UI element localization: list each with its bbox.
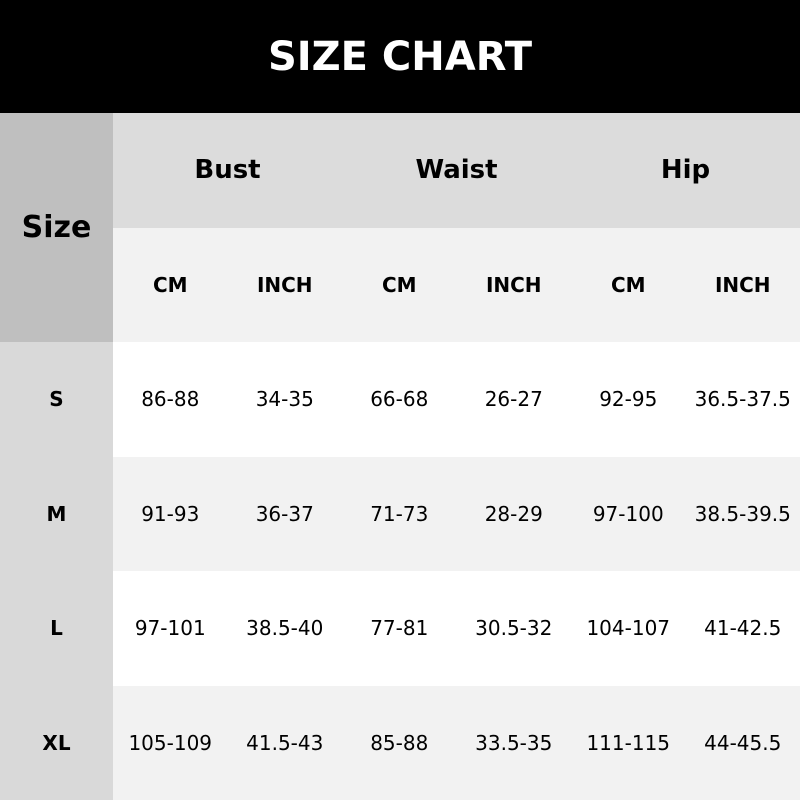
table-cell: 111-115 xyxy=(571,685,686,800)
unit-header: INCH xyxy=(227,227,342,342)
table-cell: 92-95 xyxy=(571,342,686,457)
table-cell: 34-35 xyxy=(227,342,342,457)
table-cell: 44-45.5 xyxy=(685,685,800,800)
table-cell: 28-29 xyxy=(456,456,571,571)
size-label: XL xyxy=(0,685,113,800)
group-header-hip: Hip xyxy=(571,113,800,228)
table-cell: 97-101 xyxy=(113,571,228,686)
size-label: S xyxy=(0,342,113,457)
unit-header: CM xyxy=(342,227,457,342)
table-cell: 105-109 xyxy=(113,685,228,800)
table-cell: 36-37 xyxy=(227,456,342,571)
table-cell: 86-88 xyxy=(113,342,228,457)
size-label: L xyxy=(0,571,113,686)
table-cell: 77-81 xyxy=(342,571,457,686)
table-cell: 30.5-32 xyxy=(456,571,571,686)
table-cell: 41-42.5 xyxy=(685,571,800,686)
table-row: M 91-93 36-37 71-73 28-29 97-100 38.5-39.5 xyxy=(0,456,800,571)
table-row: XL 105-109 41.5-43 85-88 33.5-35 111-115 44-45… xyxy=(0,685,800,800)
group-header-waist: Waist xyxy=(342,113,571,228)
table-cell: 38.5-40 xyxy=(227,571,342,686)
group-header-bust: Bust xyxy=(113,113,342,228)
group-header-row: Size Bust Waist Hip xyxy=(0,113,800,342)
size-table: Size Bust Waist Hip CM INCH CM INCH CM INCH S… xyxy=(0,113,800,800)
size-label: M xyxy=(0,456,113,571)
table-cell: 33.5-35 xyxy=(456,685,571,800)
table-cell: 38.5-39.5 xyxy=(685,456,800,571)
table-cell: 97-100 xyxy=(571,456,686,571)
unit-header: INCH xyxy=(685,227,800,342)
page-title: SIZE CHART xyxy=(0,0,800,113)
unit-header-row: CM INCH CM INCH CM INCH xyxy=(0,227,800,342)
table-cell: 85-88 xyxy=(342,685,457,800)
table-cell: 71-73 xyxy=(342,456,457,571)
table-cell: 36.5-37.5 xyxy=(685,342,800,457)
unit-header: CM xyxy=(113,227,228,342)
unit-header: INCH xyxy=(456,227,571,342)
table-cell: 26-27 xyxy=(456,342,571,457)
table-row: S 86-88 34-35 66-68 26-27 92-95 36.5-37.5 xyxy=(0,342,800,457)
table-cell: 91-93 xyxy=(113,456,228,571)
table-row: L 97-101 38.5-40 77-81 30.5-32 104-107 41-42.5 xyxy=(0,571,800,686)
size-header: Size xyxy=(0,113,113,342)
table-cell: 66-68 xyxy=(342,342,457,457)
unit-header: CM xyxy=(571,227,686,342)
table-cell: 104-107 xyxy=(571,571,686,686)
table-cell: 41.5-43 xyxy=(227,685,342,800)
